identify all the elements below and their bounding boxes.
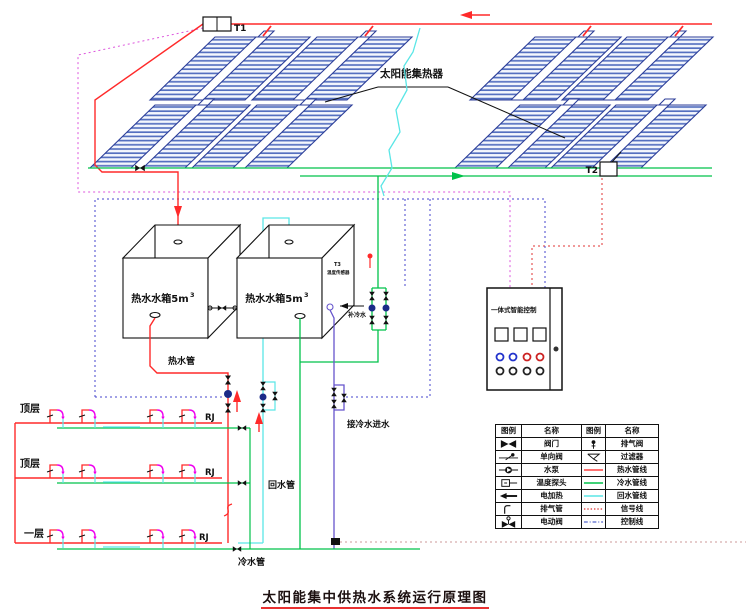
svg-text:温度传感器: 温度传感器 — [327, 269, 350, 276]
cabinet-handle — [553, 346, 559, 352]
cold-inlet-label: 接冷水进水 — [347, 419, 390, 430]
hot-water-tank-1 — [121, 223, 242, 340]
drawing-title-block: 太阳能集中供热水系统运行原理图 — [0, 586, 750, 609]
svg-text:补冷水: 补冷水 — [347, 311, 367, 319]
air-vent-icon — [591, 439, 596, 449]
circulation-pump-group — [368, 291, 390, 325]
solar-collector-array — [88, 25, 715, 169]
legend-row: 温度探头 冷水管线 — [495, 476, 659, 490]
hot-water-tank-2 — [235, 223, 356, 340]
tank2-label: 热水水箱5m — [245, 292, 302, 305]
floor3-riser-tag: RJ — [199, 533, 209, 543]
svg-text:T1: T1 — [234, 24, 246, 34]
tank2-sensor-note: T3 温度传感器 — [327, 262, 350, 276]
hot-water-line-icon — [583, 469, 604, 471]
tank-interconnect-pipe — [207, 305, 238, 311]
check-valve-icon — [498, 453, 519, 461]
temp-probe-icon — [501, 479, 518, 487]
floor1-riser-tag: RJ — [205, 413, 215, 423]
drawing-title: 太阳能集中供热水系统运行原理图 — [262, 590, 488, 606]
return-pipe-label: 回水管 — [268, 479, 295, 491]
pipe-break-symbol — [223, 503, 233, 517]
hot-supply-pipe — [149, 317, 229, 543]
legend-header-name2: 名称 — [605, 424, 659, 438]
floor2-valve — [237, 480, 247, 486]
return-pump-group — [255, 381, 278, 432]
floor2-label: 顶层 — [20, 458, 40, 470]
svg-text:T3: T3 — [334, 262, 341, 268]
controller-cabinet: 一体式智能控制 — [486, 287, 563, 391]
sensor-t2: T2 — [586, 151, 622, 177]
plumbing-fixtures — [46, 409, 198, 549]
svg-text:T2: T2 — [586, 166, 598, 176]
pump-icon — [498, 466, 519, 474]
signal-line-t2 — [531, 178, 603, 288]
collector-callout: 太阳能集热器 — [324, 67, 566, 139]
valve-icon — [500, 440, 517, 448]
legend-header-row: 图例 名称 图例 名称 — [495, 424, 659, 438]
signal-line-t1 — [77, 27, 511, 288]
cold-water-line-icon — [583, 482, 604, 484]
floor2-riser-tag: RJ — [205, 468, 215, 478]
floor1-valve — [237, 425, 247, 431]
control-line-valve — [346, 199, 431, 398]
legend-row: 阀门 排气阀 — [495, 437, 659, 451]
tank1-volume-sup: 3 — [190, 291, 195, 299]
city-cold-inlet-pipe — [329, 309, 345, 549]
control-line-icon — [583, 521, 604, 523]
signal-line-icon — [583, 508, 604, 510]
electric-heater-icon — [499, 492, 518, 500]
tank1-label: 热水水箱5m — [131, 292, 188, 305]
sensor-t1: T1 — [202, 16, 246, 34]
title-underline — [261, 607, 489, 609]
building-piping — [14, 422, 420, 550]
cold-pipe-label: 冷水管 — [238, 556, 265, 568]
indicator-lights — [495, 352, 545, 376]
makeup-water-callout: 补冷水 — [340, 303, 367, 319]
return-water-line-icon — [583, 495, 604, 497]
svg-text:太阳能集热器: 太阳能集热器 — [379, 67, 443, 80]
legend-header-symbol2: 图例 — [581, 424, 606, 438]
motor-valve-icon — [501, 516, 516, 528]
cold-main-sensor-tag — [331, 538, 340, 545]
floor1-label: 顶层 — [20, 403, 40, 415]
collector-connection-ticks — [262, 25, 684, 37]
tank2-volume-sup: 3 — [304, 291, 309, 299]
legend-row: 单向阀 过滤器 — [495, 450, 659, 464]
legend-header-name: 名称 — [521, 424, 582, 438]
legend-table: 图例 名称 图例 名称 阀门 排气阀 单向阀 过滤器 水泵 热水管线 温度探头 … — [495, 424, 659, 529]
collector-manifold-strips — [129, 30, 688, 169]
collector-return-pipe — [88, 167, 712, 180]
controller-label: 一体式智能控制 — [491, 305, 537, 314]
roof-drain-zigzag — [380, 27, 421, 197]
vent-pipe-icon — [504, 504, 511, 514]
floor3-label: 一层 — [24, 528, 44, 540]
hot-water-pump-group — [224, 375, 241, 413]
legend-row: 水泵 热水管线 — [495, 463, 659, 477]
legend-row: 排气管 信号线 — [495, 502, 659, 516]
cold-main-valve — [232, 546, 242, 552]
legend-header-symbol: 图例 — [495, 424, 522, 438]
legend-row: 电动阀 控制线 — [495, 515, 659, 529]
legend-row: 电加热 回水管线 — [495, 489, 659, 503]
hot-pipe-label: 热水管 — [168, 355, 195, 367]
filter-icon — [587, 453, 601, 462]
air-vent-valve — [367, 253, 373, 268]
